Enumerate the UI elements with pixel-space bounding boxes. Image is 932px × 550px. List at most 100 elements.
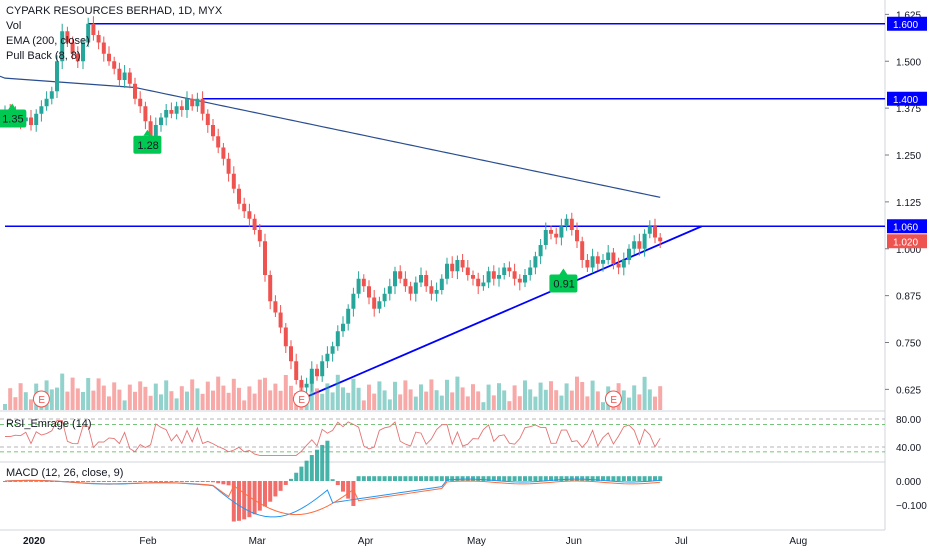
macd-tick-label: 0.000	[896, 477, 921, 488]
macd-histogram-bar	[263, 481, 267, 507]
volume-bar	[585, 396, 590, 410]
candle-body	[611, 252, 616, 264]
candle-body	[268, 275, 273, 302]
candle-body	[658, 237, 663, 242]
candle-body	[283, 327, 288, 347]
candle-body	[273, 301, 278, 313]
candle-body	[653, 226, 657, 238]
macd-histogram-bar	[8, 480, 13, 482]
volume-bar	[419, 384, 423, 410]
macd-histogram-bar	[554, 476, 559, 481]
volume-bar	[377, 381, 382, 410]
volume-bar	[81, 392, 85, 410]
macd-histogram-bar	[538, 476, 543, 481]
price-tick-label: 0.875	[896, 292, 921, 303]
macd-histogram-bar	[205, 481, 210, 483]
candle-body	[387, 286, 392, 294]
candle-body	[133, 83, 137, 99]
macd-histogram-bar	[325, 440, 330, 481]
volume-bar	[398, 394, 403, 410]
macd-histogram-bar	[101, 481, 106, 482]
volume-bar	[476, 391, 481, 410]
volume-bar	[491, 395, 496, 410]
candle-body	[299, 380, 304, 388]
candle-body	[29, 117, 33, 125]
candle-body	[211, 125, 215, 137]
candle-body	[70, 42, 75, 54]
time-tick-label: Mar	[249, 536, 267, 547]
macd-histogram-bar	[533, 476, 538, 481]
candle-body	[190, 98, 195, 107]
candle-body	[393, 271, 397, 287]
macd-histogram-bar	[221, 481, 226, 485]
candle-body	[517, 278, 522, 283]
macd-histogram-bar	[117, 481, 122, 482]
candle-body	[356, 278, 361, 294]
candle-body	[585, 260, 590, 268]
macd-histogram-bar	[517, 476, 522, 481]
macd-histogram-bar	[564, 476, 569, 481]
volume-bar	[164, 380, 169, 410]
macd-histogram-bar	[278, 481, 283, 491]
macd-histogram-bar	[439, 476, 444, 481]
candle-body	[507, 267, 512, 272]
volume-bar	[86, 378, 91, 410]
macd-histogram-bar	[616, 476, 621, 481]
macd-histogram-bar	[523, 476, 527, 481]
volume-bar	[507, 401, 512, 410]
time-tick-label: Aug	[789, 536, 807, 547]
volume-bar	[216, 376, 221, 410]
volume-bar	[346, 392, 351, 410]
candle-body	[122, 72, 127, 80]
volume-bar	[424, 391, 429, 410]
candle-body	[231, 173, 236, 189]
candle-body	[601, 260, 605, 264]
macd-histogram-bar	[299, 466, 304, 481]
last-price-label: 1.020	[893, 237, 918, 248]
candle-body	[429, 286, 434, 294]
macd-histogram-bar	[320, 444, 325, 481]
macd-histogram-bar	[382, 476, 387, 481]
candle-body	[616, 263, 621, 268]
volume-bar	[460, 387, 465, 410]
volume-bar	[528, 389, 533, 410]
time-tick-label: Jun	[566, 536, 582, 547]
candle-body	[419, 275, 423, 283]
macd-histogram-bar	[429, 476, 434, 481]
candle-body	[413, 282, 418, 294]
volume-bar	[455, 376, 460, 410]
volume-bar	[341, 387, 345, 410]
candle-body	[439, 278, 444, 290]
macd-histogram-bar	[549, 476, 553, 481]
level-price-tag	[887, 16, 927, 31]
macd-histogram-bar	[528, 476, 533, 481]
macd-histogram-bar	[13, 480, 18, 482]
ema-200-line	[0, 75, 661, 198]
legend-pullback: Pull Back (8, 8)	[6, 50, 81, 62]
pullback-badge-pointer	[559, 268, 568, 275]
volume-bar	[138, 381, 143, 410]
pullback-badge-label: 1.28	[137, 140, 158, 152]
macd-histogram-bar	[413, 476, 418, 481]
candle-body	[533, 256, 538, 268]
macd-histogram-bar	[424, 476, 429, 481]
volume-bar	[13, 397, 18, 410]
pullback-badge	[0, 109, 27, 128]
candle-body	[86, 23, 91, 43]
volume-bar	[559, 395, 564, 410]
macd-histogram-bar	[257, 481, 262, 511]
volume-bar	[653, 396, 657, 410]
macd-histogram-bar	[29, 480, 33, 482]
chart-title: CYPARK RESOURCES BERHAD, 1D, MYX	[6, 5, 223, 17]
macd-histogram-bar	[268, 481, 273, 502]
price-tick-label: 1.000	[896, 245, 921, 256]
candle-body	[195, 98, 200, 107]
volume-bar	[3, 404, 7, 410]
time-tick-label: 2020	[23, 536, 46, 547]
volume-bar	[29, 399, 33, 410]
macd-histogram-bar	[647, 476, 652, 481]
volume-bar	[564, 383, 569, 410]
macd-histogram-bar	[75, 481, 80, 482]
rsi-pane-label: RSI_Emrage (14)	[6, 418, 92, 430]
